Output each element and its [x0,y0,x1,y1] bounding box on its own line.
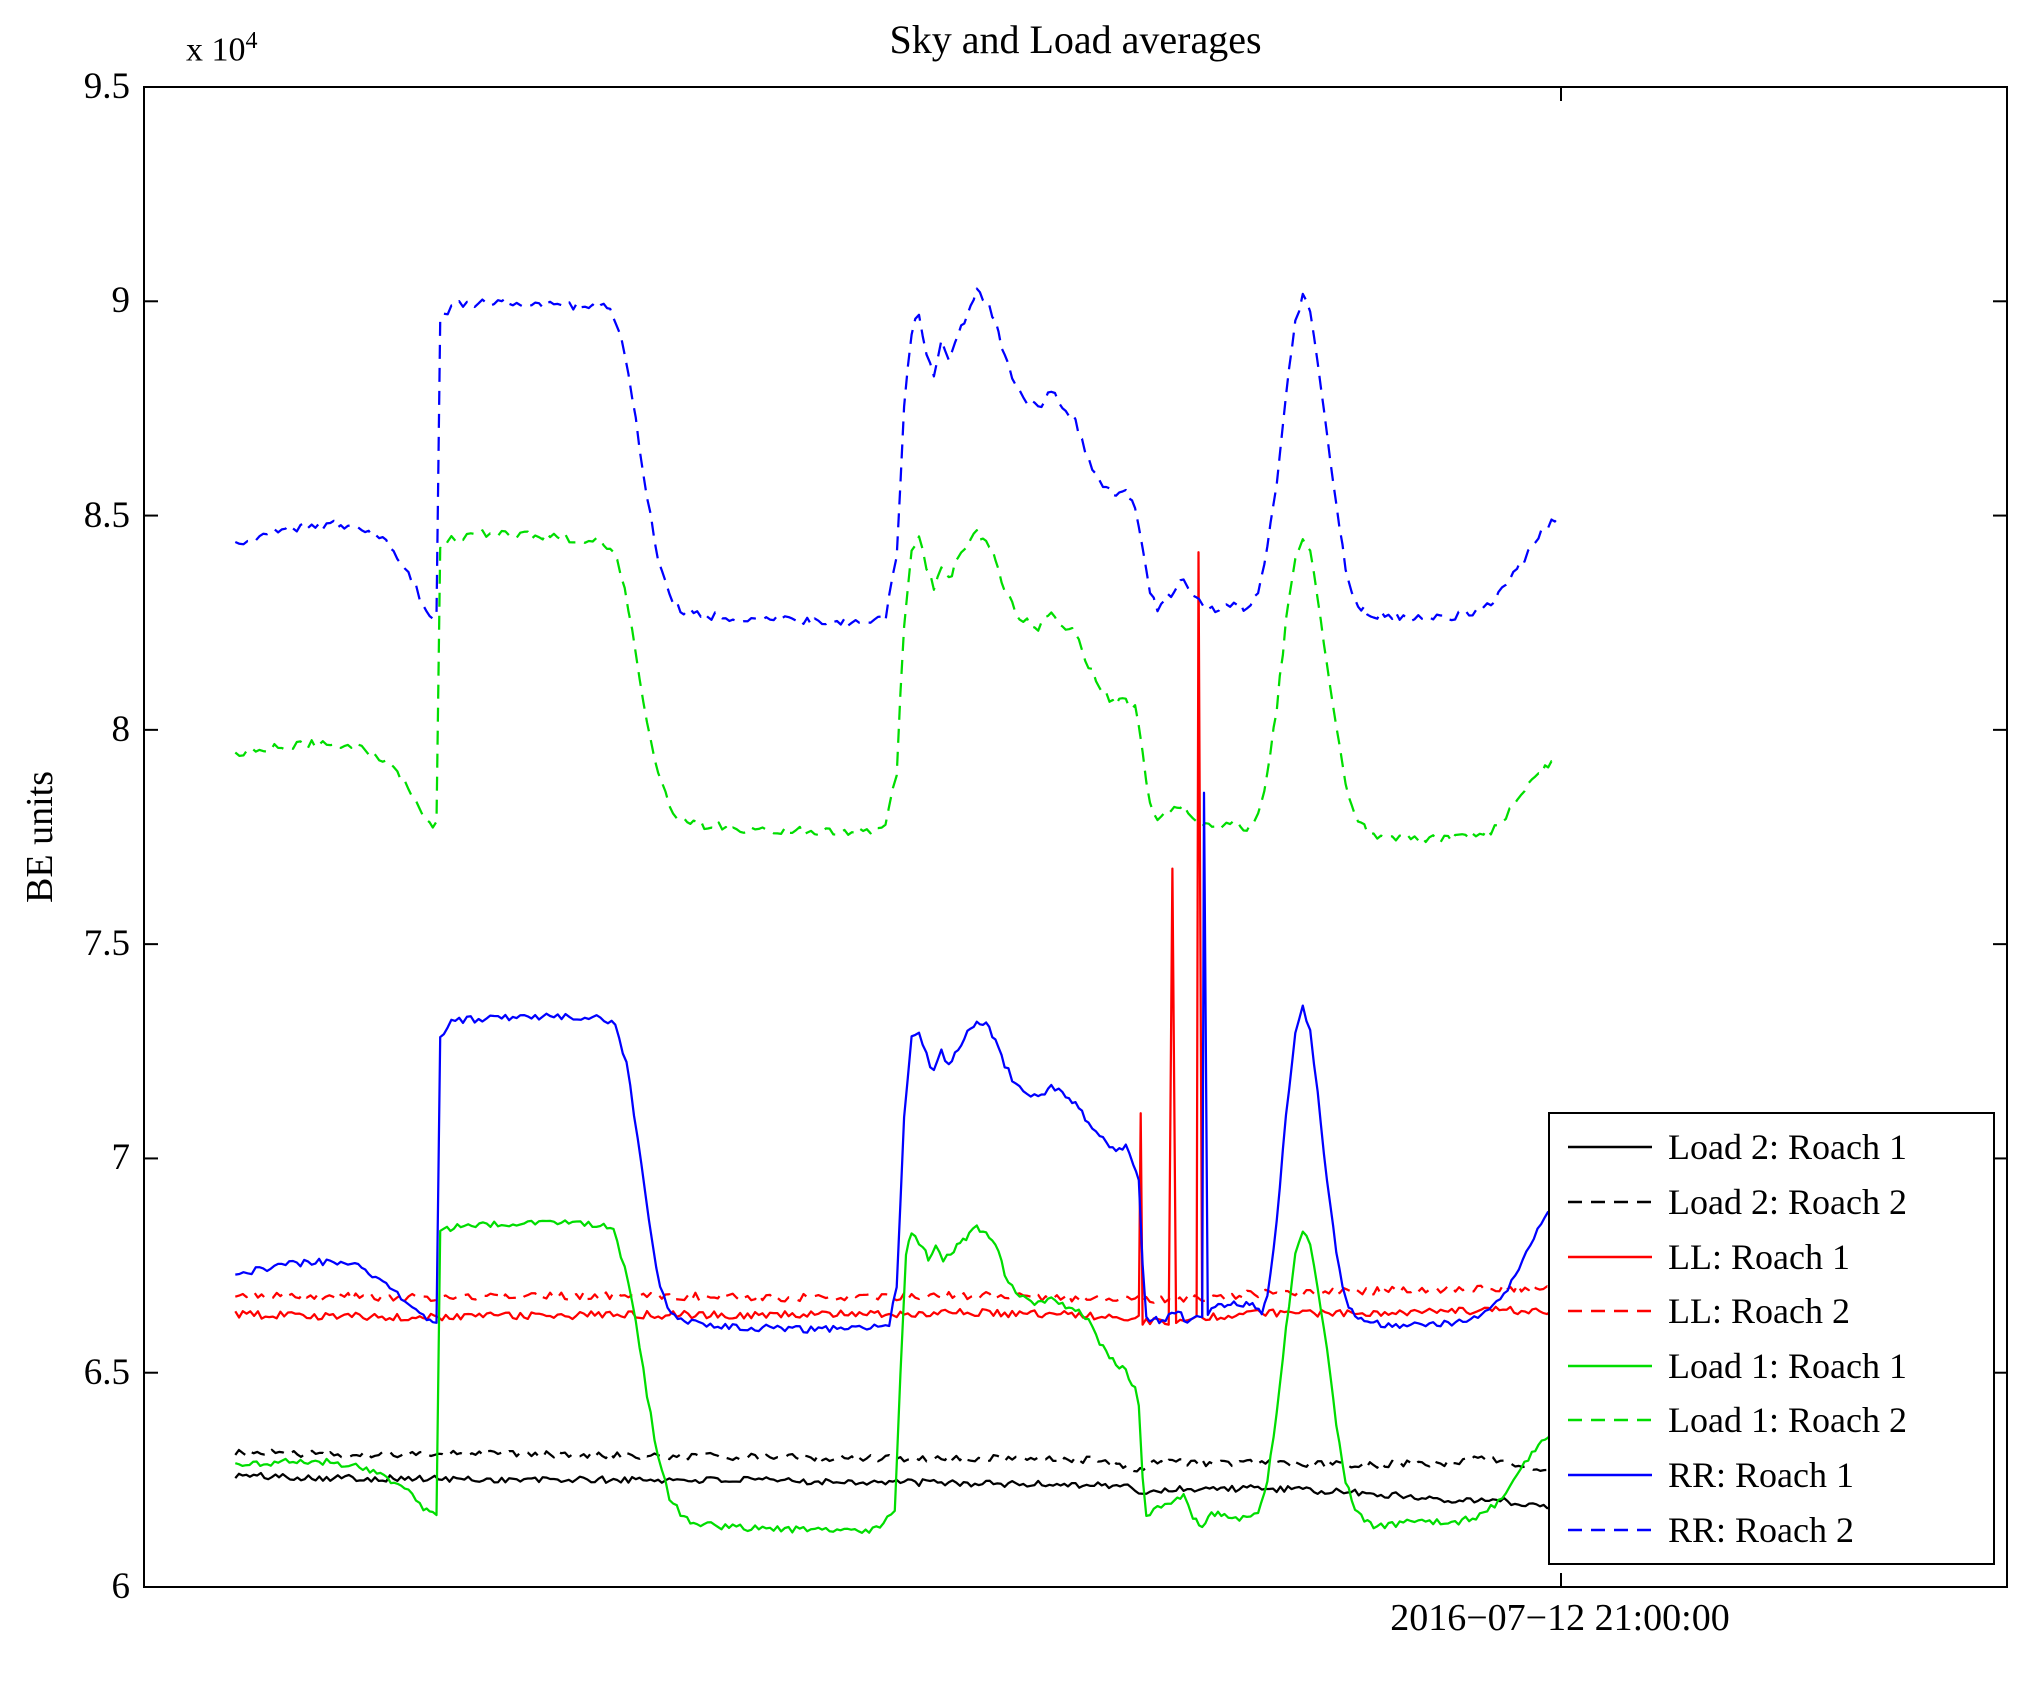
y-axis-multiplier-exponent: 4 [245,28,258,54]
legend-label: Load 1: Roach 1 [1668,1345,1907,1386]
legend-line-sample [1568,1528,1652,1531]
y-axis-label: BE units [19,771,61,903]
axes-box [143,86,2008,1588]
series-line-ll-roach-1 [234,551,1559,1326]
legend-item: Load 1: Roach 2 [1566,1394,1993,1446]
legend-label: Load 2: Roach 1 [1668,1127,1907,1168]
legend-item: RR: Roach 1 [1566,1449,1993,1501]
legend-line-sample [1568,1255,1652,1258]
series-line-rr-roach-1 [235,791,1559,1334]
y-tick-label: 9 [111,280,131,322]
y-tick-label: 7.5 [83,923,130,965]
legend-item: RR: Roach 2 [1566,1504,1993,1556]
series-line-rr-roach-2 [234,287,1559,627]
legend-line-sample [1568,1364,1652,1368]
y-tick-label: 6 [111,1566,131,1607]
legend-item: Load 2: Roach 2 [1566,1176,1993,1228]
y-tick-label: 8.5 [83,494,130,536]
series-line-ll-roach-2 [234,1283,1559,1304]
series-line-load-1-roach-2 [234,529,1559,844]
legend-label: Load 2: Roach 2 [1668,1181,1907,1222]
series-line-load-2-roach-2 [234,1448,1558,1474]
chart-title: Sky and Load averages [889,17,1262,62]
legend-label: RR: Roach 1 [1668,1455,1854,1496]
legend-label: LL: Roach 1 [1668,1236,1850,1277]
series-line-load-1-roach-1 [234,1219,1559,1534]
legend-item: Load 2: Roach 1 [1566,1121,1993,1173]
legend-label: LL: Roach 2 [1668,1291,1850,1332]
legend-label: Load 1: Roach 2 [1668,1400,1907,1441]
y-tick-label: 8 [111,708,131,750]
legend-line-sample [1568,1146,1652,1149]
y-axis-multiplier-base: x 10 [186,31,246,69]
legend-item: LL: Roach 1 [1566,1231,1993,1283]
y-tick-label: 6.5 [83,1351,130,1393]
legend-item: LL: Roach 2 [1566,1285,1993,1337]
y-tick-label: 7 [111,1137,131,1179]
legend-line-sample [1568,1309,1652,1313]
legend-line-sample [1568,1419,1652,1422]
y-tick-label: 9.5 [83,66,130,107]
legend-line-sample [1568,1200,1652,1204]
x-tick-label: 2016−07−12 21:00:00 [1390,1597,1730,1639]
legend-line-sample [1568,1473,1652,1477]
legend: Load 2: Roach 1 Load 2: Roach 2 LL: Roach … [1548,1112,1995,1565]
y-axis-multiplier: x 104 [186,28,258,69]
legend-label: RR: Roach 2 [1668,1509,1854,1550]
legend-item: Load 1: Roach 1 [1566,1340,1993,1392]
